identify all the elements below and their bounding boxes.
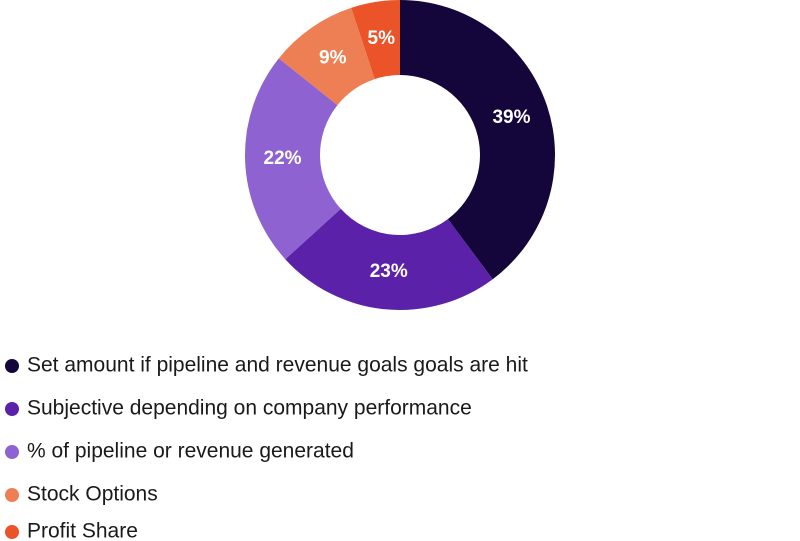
- value-label: 39%: [492, 107, 530, 128]
- legend-label: Set amount if pipeline and revenue goals…: [27, 354, 528, 377]
- slice: [351, 0, 400, 80]
- value-label: 22%: [264, 148, 302, 169]
- value-label: 5%: [368, 28, 396, 49]
- slice: [285, 208, 493, 310]
- legend-label: Profit Share: [27, 520, 138, 541]
- legend-label: % of pipeline or revenue generated: [27, 440, 354, 463]
- slice: [278, 7, 375, 106]
- legend-label: Subjective depending on company performa…: [27, 397, 472, 420]
- legend-marker: [5, 525, 19, 539]
- value-label: 23%: [370, 261, 408, 282]
- legend-label: Stock Options: [27, 483, 158, 506]
- legend-marker: [5, 359, 19, 373]
- legend-marker: [5, 402, 19, 416]
- legend-marker: [5, 445, 19, 459]
- legend-marker: [5, 488, 19, 502]
- slice: [245, 58, 341, 260]
- value-label: 9%: [319, 48, 347, 69]
- slice: [400, 0, 555, 280]
